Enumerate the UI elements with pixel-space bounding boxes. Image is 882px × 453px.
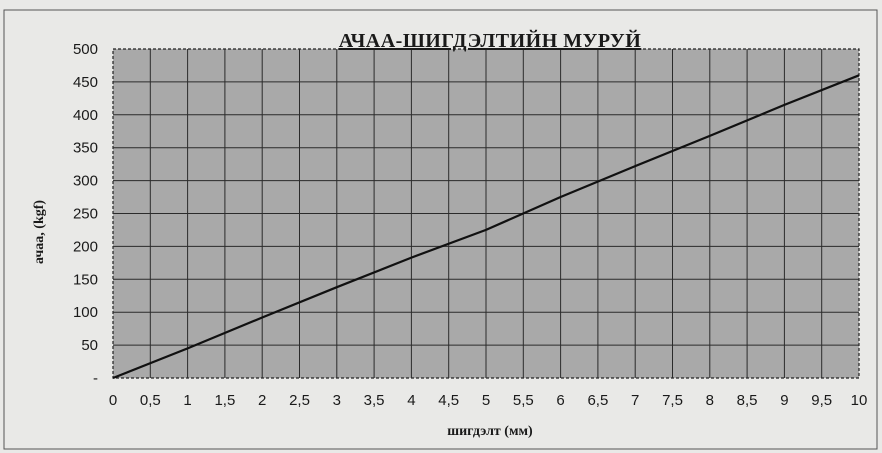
- plot-layer: 0 0,5 1 1,5 2 2,5 3 3,5 4 4,5 5 5,5 6 6,5 7 7,5 8 8,5 9 9,5…: [73, 41, 867, 409]
- x-tick-label: 7,5: [662, 392, 683, 409]
- x-tick-label: 6: [556, 392, 564, 409]
- x-tick-label: 9,5: [811, 392, 832, 409]
- x-tick-label: 8: [706, 392, 714, 409]
- x-tick-label: 10: [851, 392, 868, 409]
- x-tick-label: 5,5: [513, 392, 534, 409]
- y-tick-label: -: [93, 370, 98, 387]
- y-tick-label: 350: [73, 140, 98, 157]
- y-tick-label: 50: [81, 337, 98, 354]
- y-tick-label: 100: [73, 304, 98, 321]
- x-tick-label: 1,5: [214, 392, 235, 409]
- x-axis-label: шигдэлт (мм): [447, 424, 533, 439]
- x-tick-label: 4: [407, 392, 415, 409]
- x-tick-label: 6,5: [587, 392, 608, 409]
- y-tick-label: 500: [73, 41, 98, 58]
- x-tick-label: 0,5: [140, 392, 161, 409]
- y-tick-label: 250: [73, 206, 98, 223]
- chart-title: АЧАА-ШИГДЭЛТИЙН МУРУЙ: [338, 30, 642, 52]
- x-tick-label: 3,5: [364, 392, 385, 409]
- x-tick-label: 7: [631, 392, 639, 409]
- x-tick-label: 1: [183, 392, 191, 409]
- x-tick-label: 9: [780, 392, 788, 409]
- x-tick-label: 5: [482, 392, 490, 409]
- y-tick-label: 200: [73, 238, 98, 255]
- y-tick-label: 450: [73, 74, 98, 91]
- y-tick-label: 150: [73, 271, 98, 288]
- x-tick-label: 8,5: [737, 392, 758, 409]
- y-tick-label: 400: [73, 107, 98, 124]
- x-tick-label: 0: [109, 392, 117, 409]
- x-tick-label: 2: [258, 392, 266, 409]
- y-axis-label: ачаа, (kgf): [32, 199, 48, 265]
- outer-frame: [3, 9, 878, 450]
- x-tick-label: 2,5: [289, 392, 310, 409]
- series-line: [112, 74, 860, 380]
- x-tick-label: 3: [333, 392, 341, 409]
- x-tick-label: 4,5: [438, 392, 459, 409]
- y-tick-label: 300: [73, 173, 98, 190]
